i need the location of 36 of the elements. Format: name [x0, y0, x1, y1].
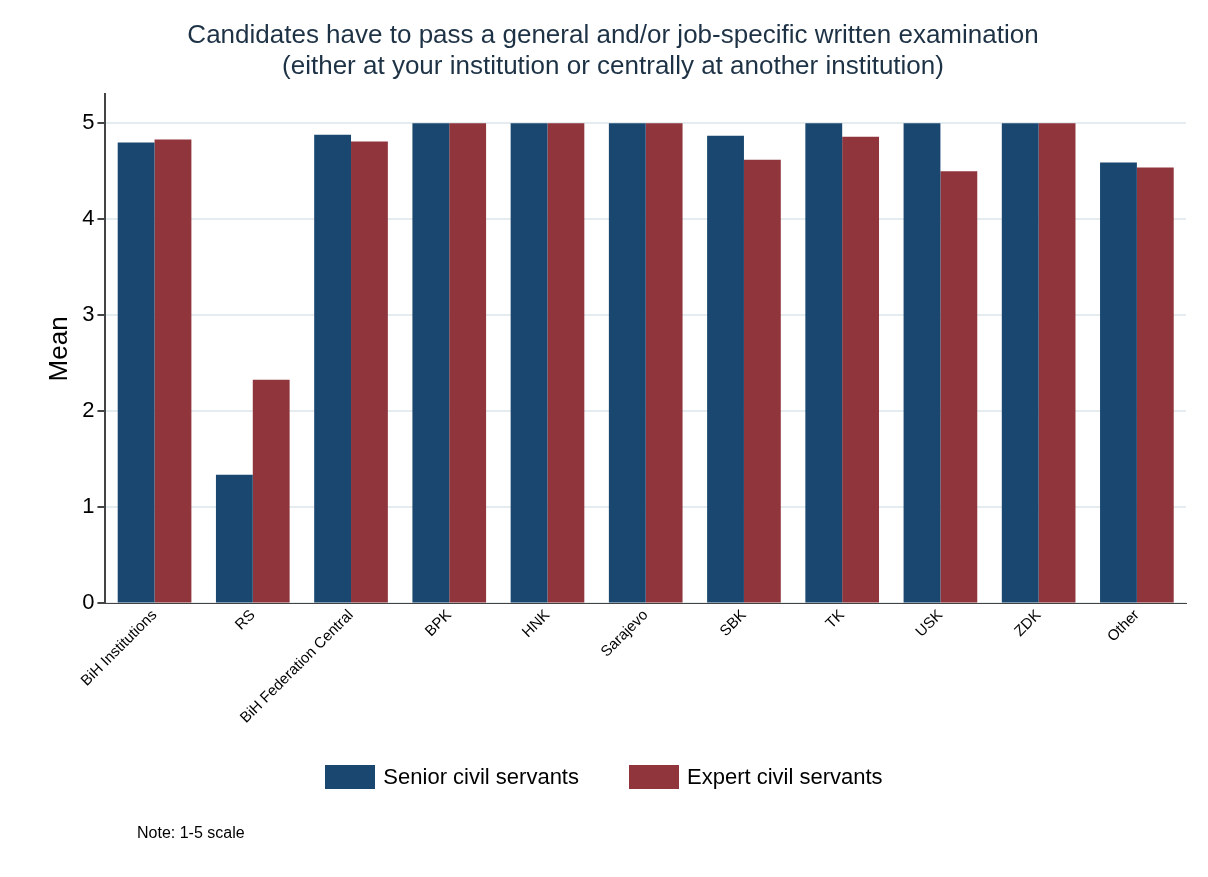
bar: [449, 123, 487, 603]
bar: [510, 123, 548, 603]
bar: [707, 135, 744, 603]
y-tick-label: 4: [82, 205, 95, 231]
legend-label: Senior civil servants: [383, 764, 579, 790]
y-axis-title: Mean: [42, 316, 73, 382]
text: Note: 1-5 scale: [137, 824, 246, 842]
bar: [252, 379, 290, 603]
bar: [743, 159, 781, 603]
bar: [842, 136, 880, 603]
bar: [1100, 162, 1137, 603]
text: (either at your institution or centrally at another institution): [282, 49, 944, 80]
bar: [805, 123, 843, 603]
y-tick-label: 1: [82, 493, 95, 519]
bar: [645, 123, 683, 603]
bar: [903, 123, 941, 603]
y-tick-label: 5: [82, 109, 95, 135]
bar: [117, 142, 155, 603]
text: Candidates have to pass a general and/or job-specific written examination: [187, 18, 1039, 49]
bar: [1001, 123, 1039, 603]
bar: [1136, 167, 1174, 603]
y-tick-label: 0: [82, 589, 95, 615]
legend-label: Expert civil servants: [687, 764, 883, 790]
x-tick-label: TK: [821, 605, 848, 632]
bar: [351, 141, 388, 603]
bar: [547, 123, 585, 603]
bar: [154, 139, 192, 603]
bar: [314, 134, 352, 603]
bar: [940, 171, 978, 603]
bar: [412, 123, 450, 603]
bar: [608, 123, 646, 603]
bar: [215, 474, 253, 603]
bar: [1038, 123, 1076, 603]
y-tick-label: 2: [82, 397, 95, 423]
y-tick-label: 3: [82, 301, 95, 327]
x-tick-label: RS: [231, 605, 258, 633]
